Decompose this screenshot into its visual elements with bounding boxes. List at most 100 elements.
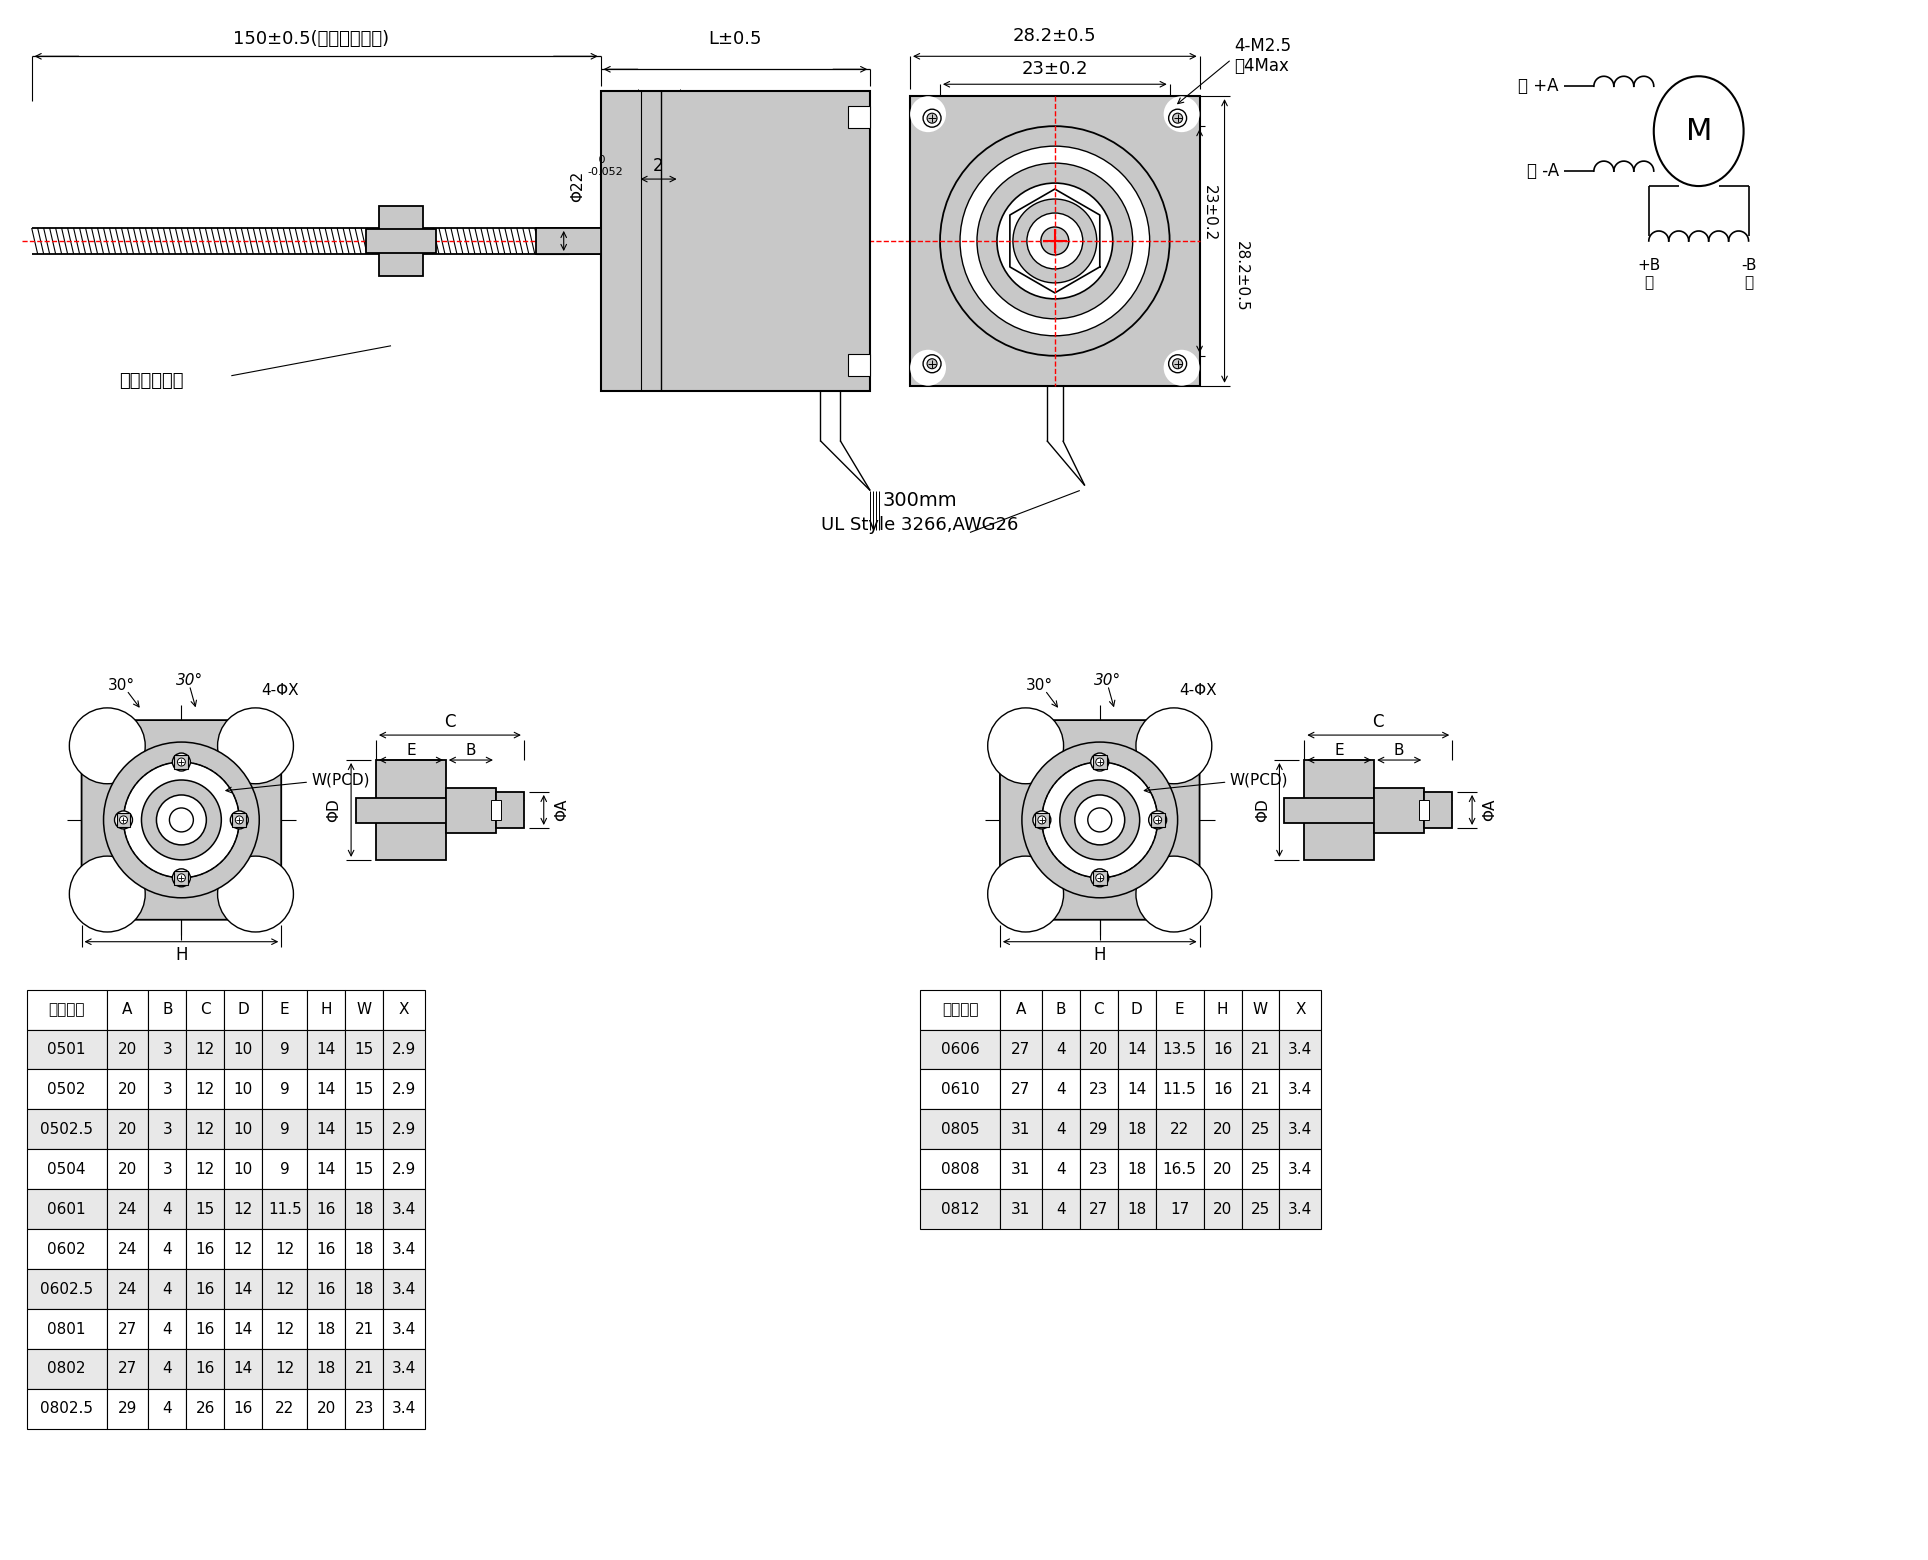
Bar: [1242, 1030, 1280, 1070]
Circle shape: [177, 758, 185, 766]
Circle shape: [1091, 869, 1109, 886]
Circle shape: [1136, 708, 1213, 783]
Bar: [224, 1388, 262, 1429]
Bar: [345, 1309, 384, 1349]
Text: 16: 16: [195, 1282, 216, 1296]
Text: 20: 20: [118, 1083, 137, 1097]
Circle shape: [156, 796, 206, 846]
Bar: [1041, 989, 1080, 1030]
Bar: [1093, 755, 1107, 769]
Bar: [224, 1070, 262, 1109]
Text: 16: 16: [195, 1321, 216, 1337]
Bar: [1041, 1070, 1080, 1109]
Bar: [262, 1109, 307, 1150]
Text: W: W: [1253, 1002, 1269, 1017]
Bar: [345, 1109, 384, 1150]
Bar: [1041, 1189, 1080, 1229]
Text: 10: 10: [233, 1083, 253, 1097]
Bar: [224, 1189, 262, 1229]
Text: 15: 15: [355, 1122, 374, 1137]
Bar: [1242, 1070, 1280, 1109]
Text: 11.5: 11.5: [268, 1201, 301, 1217]
Text: 12: 12: [197, 1122, 216, 1137]
Text: E: E: [1174, 1002, 1184, 1017]
Bar: [1001, 1189, 1041, 1229]
Text: 25: 25: [1251, 1201, 1271, 1217]
Circle shape: [1012, 200, 1097, 282]
Bar: [1001, 1150, 1041, 1189]
Text: 4: 4: [1057, 1162, 1066, 1176]
Bar: [1118, 1070, 1155, 1109]
Text: 30°: 30°: [1026, 677, 1053, 693]
Bar: [148, 1109, 187, 1150]
Bar: [1080, 989, 1118, 1030]
Bar: [224, 1349, 262, 1388]
Text: 14: 14: [233, 1282, 253, 1296]
Text: 11.5: 11.5: [1163, 1083, 1197, 1097]
Bar: [1203, 1150, 1242, 1189]
Bar: [445, 788, 495, 833]
Bar: [384, 1189, 424, 1229]
Text: 4: 4: [1057, 1201, 1066, 1217]
Text: 9: 9: [280, 1122, 289, 1137]
Text: 2.9: 2.9: [391, 1042, 416, 1058]
Text: 30°: 30°: [175, 672, 202, 688]
Text: C: C: [1093, 1002, 1105, 1017]
Text: 3.4: 3.4: [391, 1242, 416, 1257]
Text: 31: 31: [1010, 1201, 1031, 1217]
Circle shape: [104, 743, 258, 899]
Bar: [1041, 1030, 1080, 1070]
Circle shape: [1168, 109, 1186, 128]
Bar: [307, 1030, 345, 1070]
Text: 18: 18: [355, 1282, 374, 1296]
Circle shape: [114, 811, 133, 828]
Text: 14: 14: [233, 1362, 253, 1376]
Text: 3.4: 3.4: [1288, 1042, 1313, 1058]
Bar: [262, 1150, 307, 1189]
Text: 16: 16: [195, 1362, 216, 1376]
Bar: [307, 1349, 345, 1388]
Circle shape: [170, 808, 193, 831]
Text: ΦA: ΦA: [1483, 799, 1498, 821]
Text: UL Style 3266,AWG26: UL Style 3266,AWG26: [821, 516, 1018, 535]
Text: 20: 20: [1089, 1042, 1109, 1058]
Text: 螺母尺寸: 螺母尺寸: [48, 1002, 85, 1017]
Text: 21: 21: [1251, 1042, 1271, 1058]
Bar: [262, 1229, 307, 1270]
Text: 18: 18: [1128, 1162, 1147, 1176]
Text: 23±0.2: 23±0.2: [1201, 184, 1217, 240]
Bar: [384, 1070, 424, 1109]
Text: 深4Max: 深4Max: [1234, 58, 1290, 75]
Bar: [1419, 800, 1429, 821]
Text: 18: 18: [316, 1321, 335, 1337]
Bar: [1280, 1109, 1321, 1150]
Circle shape: [960, 147, 1149, 335]
Bar: [1155, 1109, 1203, 1150]
Text: 14: 14: [316, 1083, 335, 1097]
Bar: [384, 1388, 424, 1429]
Text: 16: 16: [233, 1401, 253, 1416]
Text: 16.5: 16.5: [1163, 1162, 1197, 1176]
Bar: [187, 1109, 224, 1150]
Circle shape: [218, 708, 293, 783]
Circle shape: [910, 349, 947, 385]
Text: 2.9: 2.9: [391, 1162, 416, 1176]
Bar: [1155, 1070, 1203, 1109]
Bar: [174, 755, 189, 769]
Bar: [307, 1150, 345, 1189]
Bar: [174, 870, 189, 885]
Text: 13.5: 13.5: [1163, 1042, 1197, 1058]
Bar: [384, 1109, 424, 1150]
Text: 0606: 0606: [941, 1042, 979, 1058]
Bar: [376, 760, 445, 860]
Text: 23: 23: [355, 1401, 374, 1416]
Bar: [106, 1349, 148, 1388]
Bar: [148, 1150, 187, 1189]
Bar: [27, 1150, 106, 1189]
Text: 3.4: 3.4: [391, 1282, 416, 1296]
Text: 20: 20: [1213, 1201, 1232, 1217]
Text: 14: 14: [1128, 1083, 1147, 1097]
Text: 30°: 30°: [1095, 672, 1122, 688]
Text: 14: 14: [233, 1321, 253, 1337]
Bar: [1080, 1070, 1118, 1109]
